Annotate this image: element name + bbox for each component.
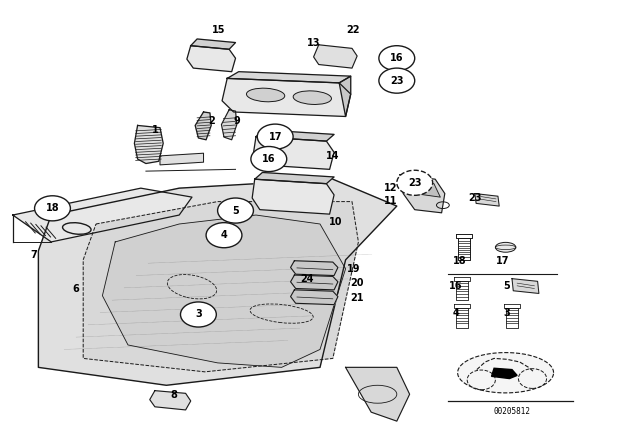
Polygon shape (150, 391, 191, 410)
Polygon shape (38, 179, 397, 385)
Polygon shape (160, 153, 204, 165)
Ellipse shape (246, 88, 285, 102)
Polygon shape (83, 202, 358, 372)
Polygon shape (253, 137, 334, 169)
Polygon shape (291, 261, 338, 276)
Text: 8: 8 (171, 390, 177, 400)
Circle shape (397, 170, 433, 195)
Text: 17: 17 (268, 132, 282, 142)
Text: 18: 18 (45, 203, 60, 213)
Text: 20: 20 (350, 278, 364, 288)
Polygon shape (314, 45, 357, 68)
Polygon shape (252, 179, 334, 214)
Polygon shape (512, 279, 539, 293)
Polygon shape (400, 175, 445, 213)
Text: 24: 24 (300, 274, 314, 284)
Polygon shape (492, 368, 517, 379)
Text: 10: 10 (329, 217, 343, 227)
Text: 00205812: 00205812 (493, 407, 531, 416)
Polygon shape (458, 353, 554, 393)
Polygon shape (475, 194, 499, 206)
Circle shape (206, 223, 242, 248)
Polygon shape (221, 110, 237, 140)
Circle shape (251, 146, 287, 172)
Text: 2: 2 (208, 116, 214, 126)
Polygon shape (13, 188, 192, 242)
Polygon shape (195, 112, 211, 140)
Text: 9: 9 (234, 116, 240, 126)
Text: 17: 17 (495, 256, 509, 266)
Circle shape (257, 124, 293, 149)
Text: 1: 1 (152, 125, 158, 135)
Text: 22: 22 (346, 26, 360, 35)
Text: 21: 21 (350, 293, 364, 303)
Text: 5: 5 (232, 206, 239, 215)
Polygon shape (291, 275, 338, 290)
Text: 15: 15 (212, 26, 226, 35)
Polygon shape (339, 76, 351, 116)
Polygon shape (255, 172, 334, 184)
Text: 4: 4 (221, 230, 227, 240)
Text: 23: 23 (468, 193, 482, 203)
Text: 4: 4 (452, 308, 459, 318)
Circle shape (218, 198, 253, 223)
Circle shape (35, 196, 70, 221)
Polygon shape (291, 290, 338, 305)
Text: 16: 16 (449, 281, 463, 291)
Ellipse shape (495, 242, 516, 252)
Text: 18: 18 (452, 256, 467, 266)
Polygon shape (191, 39, 236, 49)
Text: 16: 16 (262, 154, 276, 164)
Polygon shape (134, 125, 163, 164)
Text: 23: 23 (390, 76, 404, 86)
Circle shape (180, 302, 216, 327)
Polygon shape (346, 367, 410, 421)
Text: 5: 5 (504, 281, 510, 291)
Text: 23: 23 (408, 178, 422, 188)
Polygon shape (408, 180, 440, 197)
Circle shape (379, 46, 415, 71)
Text: 3: 3 (195, 310, 202, 319)
Polygon shape (187, 46, 236, 72)
Polygon shape (222, 78, 351, 116)
Text: 14: 14 (326, 151, 340, 161)
Polygon shape (102, 215, 346, 367)
Polygon shape (256, 130, 334, 141)
Text: 3: 3 (504, 308, 510, 318)
Circle shape (379, 68, 415, 93)
Text: 16: 16 (390, 53, 404, 63)
Polygon shape (227, 72, 351, 83)
Text: 11: 11 (383, 196, 397, 206)
Text: 6: 6 (72, 284, 79, 294)
Text: 12: 12 (383, 183, 397, 193)
Text: 13: 13 (307, 38, 321, 47)
Text: 19: 19 (346, 264, 360, 274)
Ellipse shape (293, 91, 332, 104)
Text: 7: 7 (30, 250, 36, 260)
